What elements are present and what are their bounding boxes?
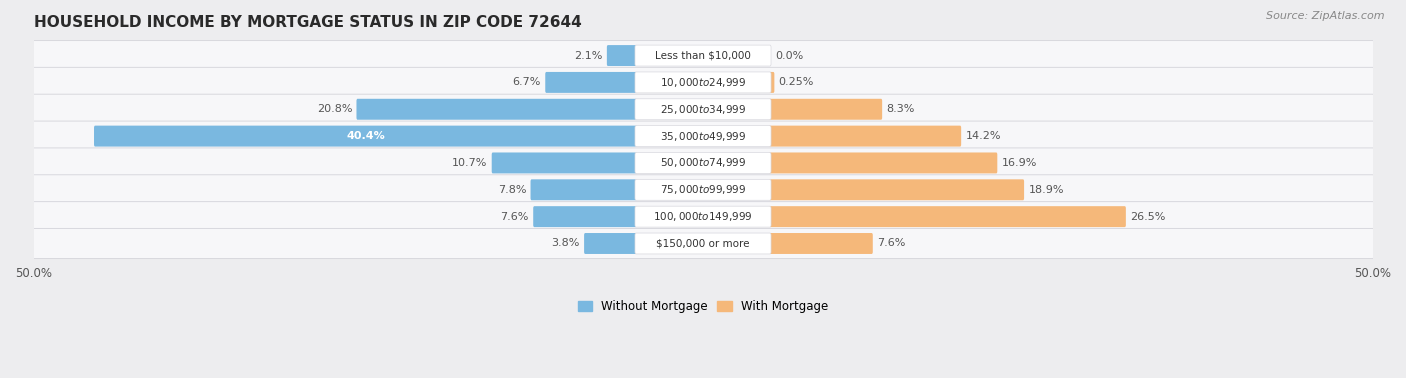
- FancyBboxPatch shape: [636, 233, 770, 254]
- FancyBboxPatch shape: [769, 99, 882, 120]
- Text: $25,000 to $34,999: $25,000 to $34,999: [659, 103, 747, 116]
- FancyBboxPatch shape: [636, 206, 770, 227]
- Text: 0.0%: 0.0%: [775, 51, 804, 60]
- Text: HOUSEHOLD INCOME BY MORTGAGE STATUS IN ZIP CODE 72644: HOUSEHOLD INCOME BY MORTGAGE STATUS IN Z…: [34, 15, 581, 30]
- FancyBboxPatch shape: [636, 45, 770, 66]
- FancyBboxPatch shape: [357, 99, 637, 120]
- Text: 40.4%: 40.4%: [346, 131, 385, 141]
- Text: $50,000 to $74,999: $50,000 to $74,999: [659, 156, 747, 169]
- FancyBboxPatch shape: [31, 201, 1375, 232]
- FancyBboxPatch shape: [636, 125, 770, 147]
- Text: $75,000 to $99,999: $75,000 to $99,999: [659, 183, 747, 196]
- Legend: Without Mortgage, With Mortgage: Without Mortgage, With Mortgage: [574, 295, 832, 318]
- Text: 7.6%: 7.6%: [501, 212, 529, 222]
- FancyBboxPatch shape: [769, 179, 1024, 200]
- FancyBboxPatch shape: [636, 152, 770, 174]
- Text: $150,000 or more: $150,000 or more: [657, 239, 749, 248]
- Text: Source: ZipAtlas.com: Source: ZipAtlas.com: [1267, 11, 1385, 21]
- FancyBboxPatch shape: [769, 152, 997, 174]
- Text: 20.8%: 20.8%: [316, 104, 352, 114]
- FancyBboxPatch shape: [31, 40, 1375, 71]
- Text: 8.3%: 8.3%: [886, 104, 915, 114]
- Text: 7.6%: 7.6%: [877, 239, 905, 248]
- Text: Less than $10,000: Less than $10,000: [655, 51, 751, 60]
- FancyBboxPatch shape: [769, 233, 873, 254]
- FancyBboxPatch shape: [94, 125, 637, 147]
- Text: 26.5%: 26.5%: [1130, 212, 1166, 222]
- Text: 3.8%: 3.8%: [551, 239, 579, 248]
- FancyBboxPatch shape: [492, 152, 637, 174]
- Text: $10,000 to $24,999: $10,000 to $24,999: [659, 76, 747, 89]
- FancyBboxPatch shape: [31, 148, 1375, 178]
- FancyBboxPatch shape: [769, 125, 962, 147]
- FancyBboxPatch shape: [31, 121, 1375, 151]
- FancyBboxPatch shape: [31, 175, 1375, 205]
- FancyBboxPatch shape: [533, 206, 637, 227]
- Text: 0.25%: 0.25%: [779, 77, 814, 87]
- Text: 2.1%: 2.1%: [574, 51, 603, 60]
- Text: 18.9%: 18.9%: [1028, 185, 1064, 195]
- FancyBboxPatch shape: [583, 233, 637, 254]
- Text: 10.7%: 10.7%: [453, 158, 488, 168]
- FancyBboxPatch shape: [636, 99, 770, 120]
- Text: 16.9%: 16.9%: [1001, 158, 1038, 168]
- Text: 6.7%: 6.7%: [513, 77, 541, 87]
- FancyBboxPatch shape: [636, 179, 770, 200]
- Text: 7.8%: 7.8%: [498, 185, 526, 195]
- Text: $100,000 to $149,999: $100,000 to $149,999: [654, 210, 752, 223]
- FancyBboxPatch shape: [530, 179, 637, 200]
- FancyBboxPatch shape: [546, 72, 637, 93]
- FancyBboxPatch shape: [607, 45, 637, 66]
- Text: 14.2%: 14.2%: [966, 131, 1001, 141]
- FancyBboxPatch shape: [636, 72, 770, 93]
- Text: $35,000 to $49,999: $35,000 to $49,999: [659, 130, 747, 143]
- FancyBboxPatch shape: [31, 67, 1375, 98]
- FancyBboxPatch shape: [769, 206, 1126, 227]
- FancyBboxPatch shape: [769, 72, 775, 93]
- FancyBboxPatch shape: [31, 94, 1375, 124]
- FancyBboxPatch shape: [31, 228, 1375, 259]
